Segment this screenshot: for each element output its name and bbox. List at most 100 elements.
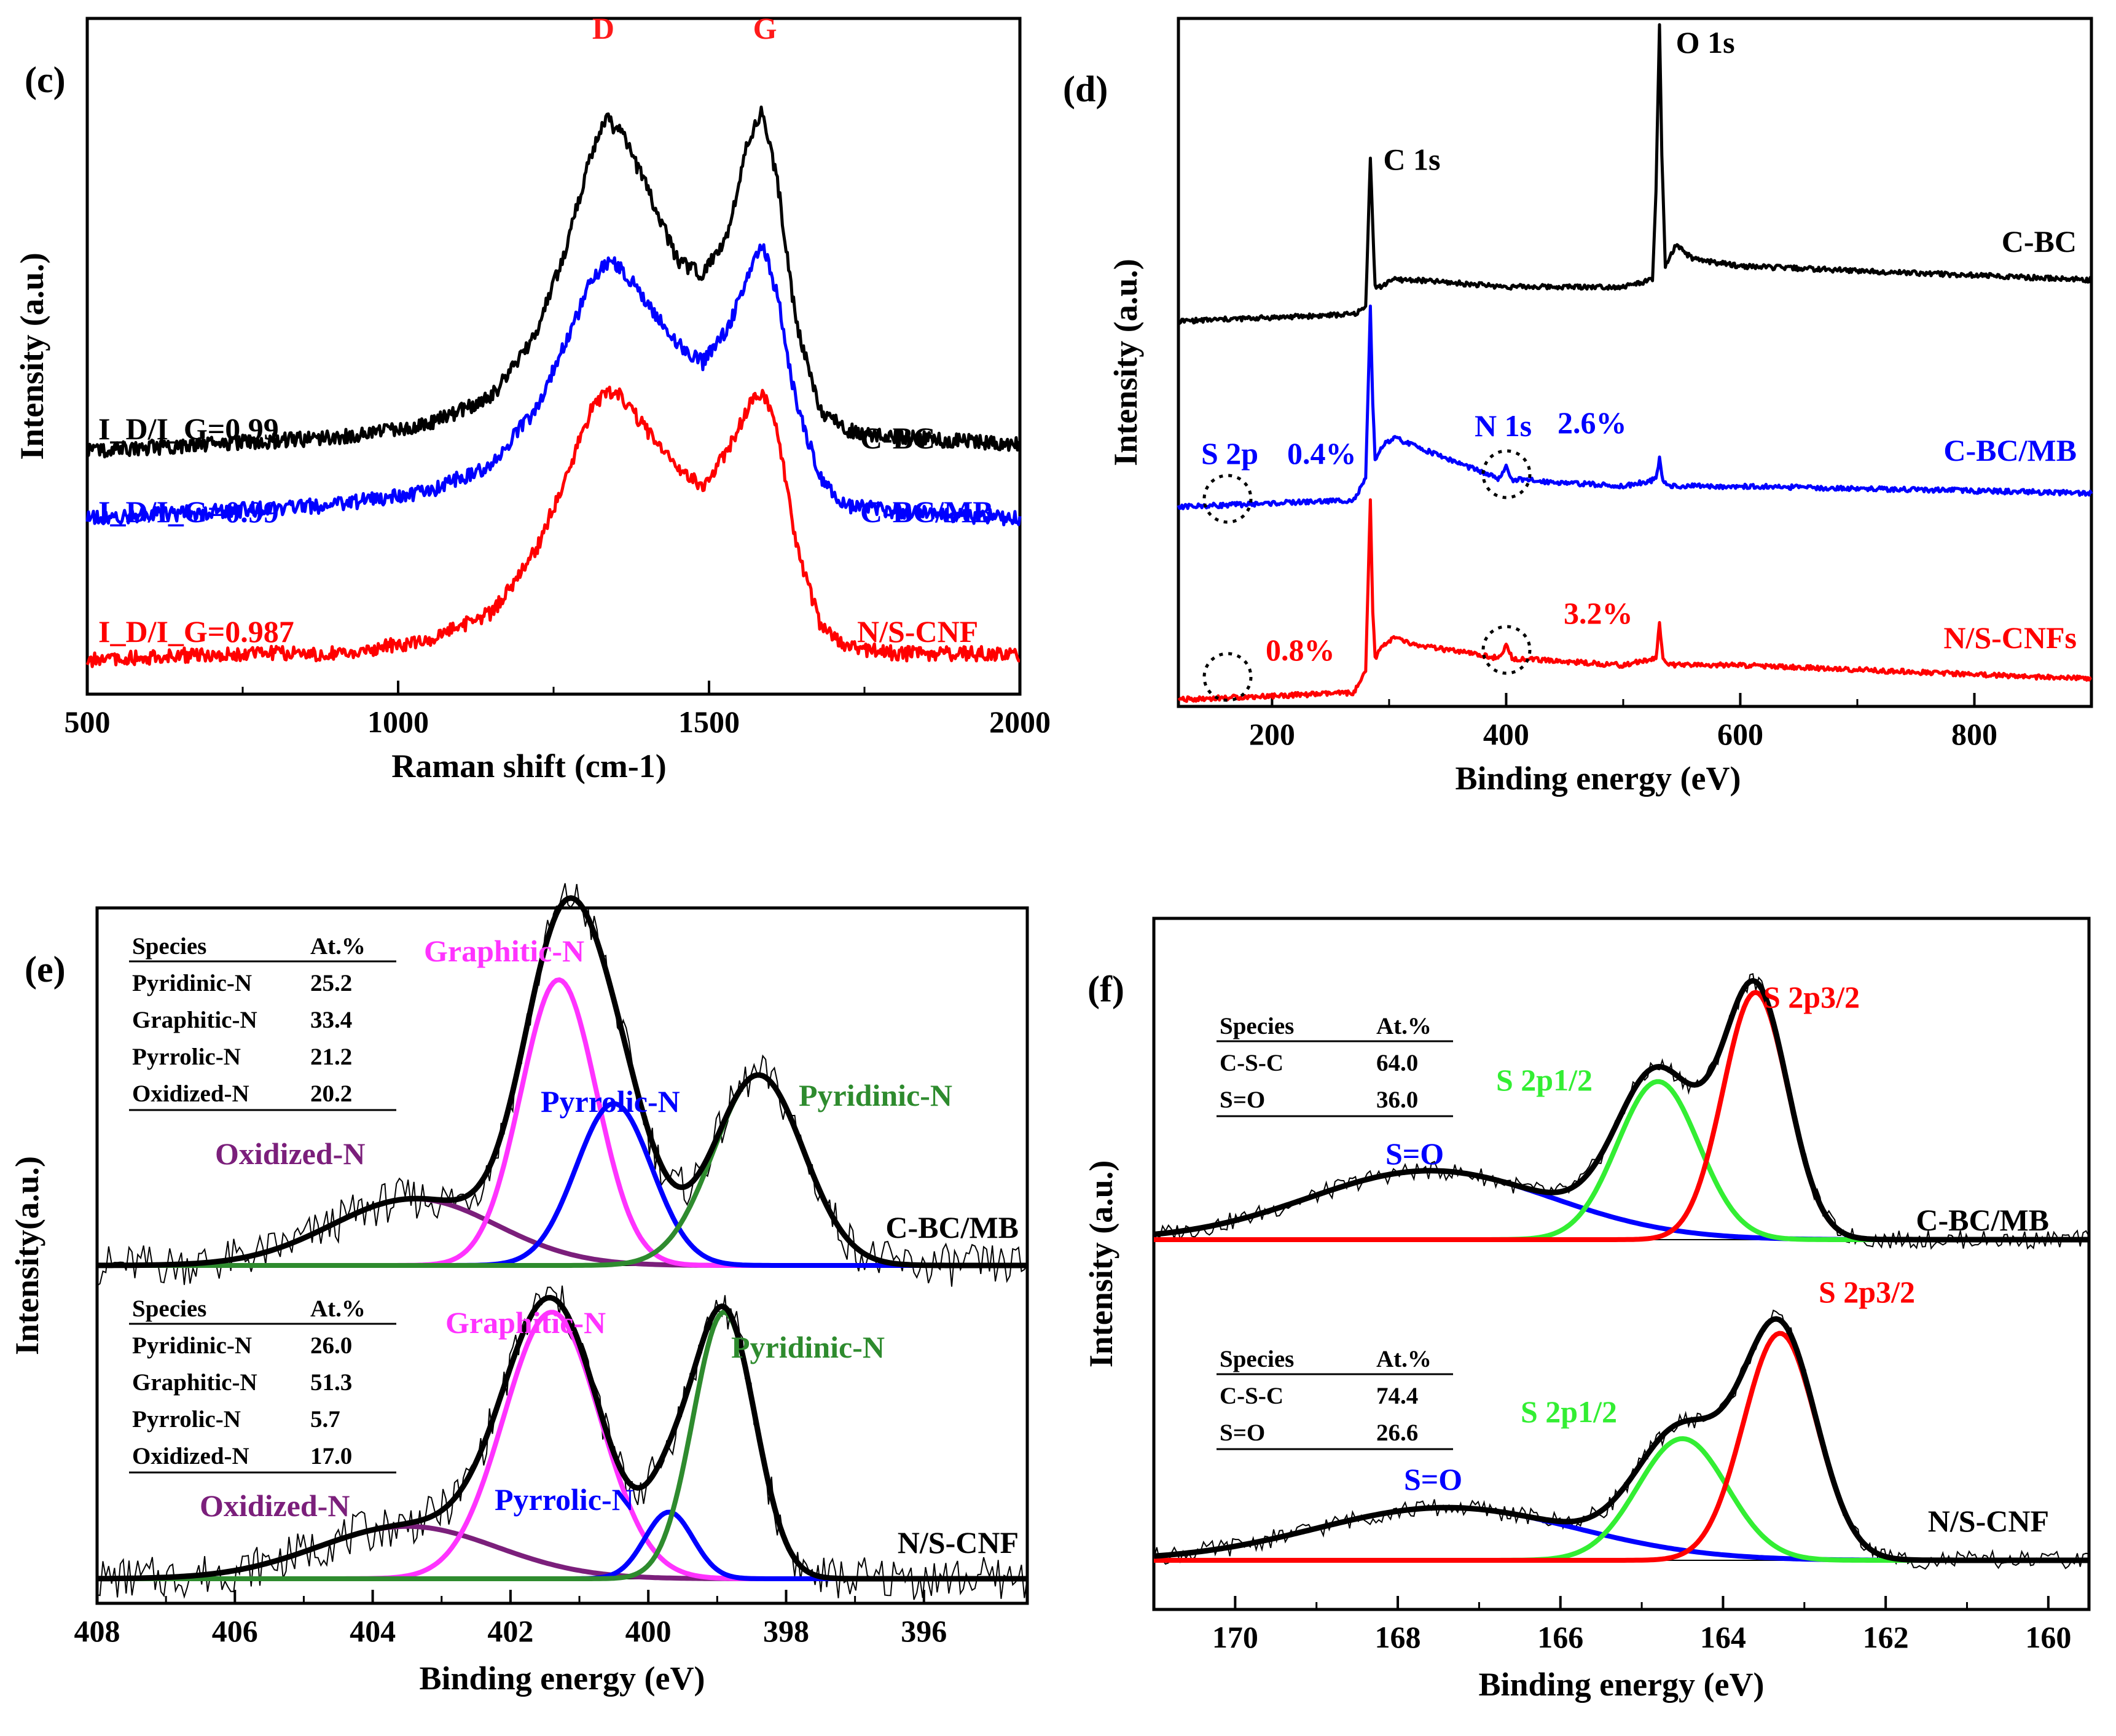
component-label: S 2p1/2 bbox=[1496, 1063, 1593, 1097]
sample-label: N/S-CNF bbox=[898, 1525, 1019, 1560]
highlight-circle bbox=[1481, 449, 1532, 499]
table-cell: Pyrrolic-N bbox=[132, 1406, 241, 1433]
series-line bbox=[1177, 23, 2093, 325]
peak-annotation: S 2p bbox=[1201, 436, 1258, 471]
y-axis-title: Intensity(a.u.) bbox=[9, 1156, 45, 1355]
peak-label: C 1s bbox=[1383, 142, 1440, 176]
table-cell: 64.0 bbox=[1376, 1050, 1418, 1076]
x-axis-title: Binding energy (eV) bbox=[1479, 1666, 1765, 1703]
x-tick-label: 200 bbox=[1249, 717, 1295, 751]
table-cell: 26.6 bbox=[1376, 1420, 1418, 1446]
table-cell: 20.2 bbox=[310, 1081, 352, 1107]
panel-label: (c) bbox=[25, 60, 66, 100]
component-label: Oxidized-N bbox=[215, 1136, 365, 1171]
table-header: Species bbox=[132, 933, 206, 960]
component-label: Oxidized-N bbox=[200, 1488, 350, 1523]
plot-frame bbox=[1152, 917, 2091, 1611]
peak-annotation: N 1s bbox=[1475, 409, 1532, 443]
series-label: C-BC/MB bbox=[1943, 433, 2077, 467]
table-cell: 25.2 bbox=[310, 970, 352, 996]
table-cell: C-S-C bbox=[1220, 1383, 1283, 1409]
peak-label: D bbox=[592, 11, 614, 45]
component-label: S=O bbox=[1404, 1462, 1462, 1496]
panel-e: 408 406 404 402 400 398 396 (e) Intensity(a.u.) B… bbox=[9, 883, 1029, 1697]
series-label: C-BC/MB bbox=[860, 495, 993, 529]
x-tick-label: 398 bbox=[763, 1614, 809, 1648]
peak-annotation: 2.6% bbox=[1558, 405, 1627, 440]
sample-label: C-BC/MB bbox=[885, 1210, 1019, 1245]
x-tick-label: 408 bbox=[74, 1614, 120, 1648]
component-label: Pyridinic-N bbox=[731, 1330, 885, 1364]
x-tick-label: 164 bbox=[1700, 1620, 1746, 1654]
peak-label: O 1s bbox=[1676, 25, 1735, 60]
table-cell: S=O bbox=[1220, 1087, 1265, 1113]
x-tick-label: 170 bbox=[1212, 1620, 1258, 1654]
table-cell: 5.7 bbox=[310, 1406, 340, 1433]
series-line bbox=[1177, 498, 2092, 703]
component-label: S=O bbox=[1385, 1136, 1444, 1171]
peak-annotation: 0.4% bbox=[1287, 436, 1357, 471]
x-tick-label: 800 bbox=[1951, 717, 1997, 751]
series-line bbox=[85, 385, 1021, 668]
series-label: C-BC bbox=[2002, 224, 2077, 259]
table-cell: 21.2 bbox=[310, 1044, 352, 1070]
x-axis-title-unit: (cm-1) bbox=[574, 748, 667, 784]
table-header: At.% bbox=[1376, 1346, 1432, 1372]
x-tick-label: 400 bbox=[1483, 717, 1529, 751]
x-tick-label: 1500 bbox=[678, 705, 740, 739]
table-header: At.% bbox=[310, 1296, 366, 1322]
table-header: Species bbox=[132, 1296, 206, 1322]
component-label: Pyrrolic-N bbox=[495, 1482, 634, 1517]
x-tick-label: 500 bbox=[65, 705, 111, 739]
ratio-label: I_D/I_G=0.987 bbox=[98, 614, 294, 649]
table-cell: Pyridinic-N bbox=[132, 970, 252, 996]
fit-component bbox=[1154, 1436, 2089, 1563]
plot-frame bbox=[1177, 17, 2093, 708]
table-header: At.% bbox=[310, 933, 366, 960]
table-cell: Pyridinic-N bbox=[132, 1332, 252, 1359]
x-tick-label: 168 bbox=[1375, 1620, 1421, 1654]
table-cell: 26.0 bbox=[310, 1332, 352, 1359]
y-axis-title: Intensity (a.u.) bbox=[1107, 259, 1144, 466]
plot-frame bbox=[85, 17, 1022, 696]
x-tick-label: 404 bbox=[350, 1614, 396, 1648]
table-cell: 33.4 bbox=[310, 1007, 352, 1033]
component-label: Pyridinic-N bbox=[799, 1078, 952, 1112]
peak-label: G bbox=[753, 11, 777, 45]
panel-label: (d) bbox=[1063, 69, 1108, 109]
component-label: S 2p1/2 bbox=[1521, 1394, 1617, 1429]
series-label: N/S-CNFs bbox=[1943, 620, 2077, 655]
table-cell: Pyrrolic-N bbox=[132, 1044, 241, 1070]
panel-f: 170 168 166 164 162 160 (f) Intensity (a.u.) Bin… bbox=[1083, 917, 2091, 1703]
peak-annotation: 3.2% bbox=[1564, 596, 1633, 630]
table-cell: 51.3 bbox=[310, 1369, 352, 1396]
fit-envelope bbox=[1153, 1316, 2089, 1563]
sample-label: N/S-CNF bbox=[1928, 1504, 2049, 1538]
sample-label: C-BC/MB bbox=[1916, 1203, 2049, 1237]
raw-spectrum bbox=[96, 883, 1028, 1287]
fit-envelope bbox=[97, 1295, 1027, 1582]
table-cell: Oxidized-N bbox=[132, 1443, 249, 1469]
x-axis-title: Raman shift (cm-1) bbox=[391, 748, 666, 784]
component-label: S 2p3/2 bbox=[1819, 1275, 1915, 1309]
y-axis-title: Intensity (a.u.) bbox=[14, 252, 50, 460]
x-axis-title: Binding energy (eV) bbox=[1456, 760, 1741, 797]
component-label: S 2p3/2 bbox=[1763, 980, 1860, 1014]
x-tick-label: 1000 bbox=[367, 705, 429, 739]
x-tick-label: 166 bbox=[1537, 1620, 1583, 1654]
table-cell: 36.0 bbox=[1376, 1087, 1418, 1113]
table-cell: S=O bbox=[1220, 1420, 1265, 1446]
table-cell: C-S-C bbox=[1220, 1050, 1283, 1076]
x-axis-title-main: Raman shift bbox=[391, 748, 566, 784]
highlight-circle bbox=[1481, 625, 1532, 675]
table-header: Species bbox=[1220, 1346, 1294, 1372]
highlight-circle bbox=[1202, 652, 1253, 702]
component-label: Graphitic-N bbox=[424, 934, 584, 968]
ratio-label: I_D/I_G=0.99 bbox=[98, 412, 279, 446]
panel-label: (f) bbox=[1087, 969, 1124, 1009]
x-axis-title: Binding energy (eV) bbox=[420, 1660, 705, 1697]
x-tick-label: 402 bbox=[487, 1614, 533, 1648]
ratio-label: I_D/I_G=0.99 bbox=[98, 495, 279, 529]
series-line bbox=[1177, 304, 2093, 510]
x-tick-label: 396 bbox=[901, 1614, 947, 1648]
